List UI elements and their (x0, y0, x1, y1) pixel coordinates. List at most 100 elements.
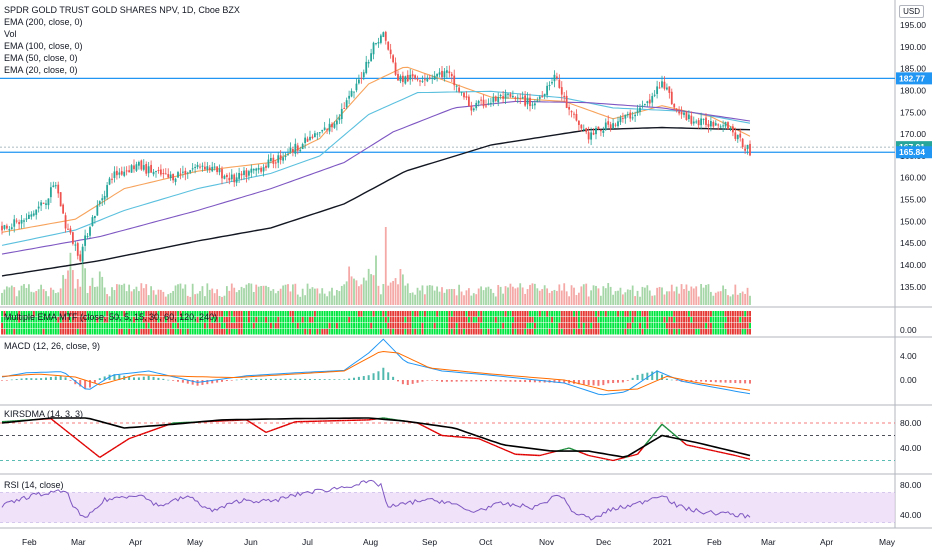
candle-body (284, 155, 287, 157)
mema-cell (113, 329, 116, 335)
volume-bar (467, 288, 470, 305)
mema-cell (736, 329, 739, 335)
kirsdma-fast-segment (620, 457, 624, 460)
mema-cell (467, 311, 470, 317)
mema-cell (221, 317, 223, 323)
mema-cell (98, 329, 101, 335)
candle-body (639, 107, 641, 112)
mema-cell (221, 329, 223, 335)
volume-bar (629, 289, 632, 305)
volume-bar (340, 285, 343, 305)
mema-cell (252, 311, 255, 317)
candle-body (502, 96, 505, 99)
volume-bar (538, 290, 541, 305)
mema-cell (597, 329, 600, 335)
mema-cell (289, 317, 292, 323)
macd-histogram-bar (35, 378, 38, 380)
mema-cell (27, 329, 30, 335)
mema-cell (411, 311, 414, 317)
mema-cell (548, 311, 551, 317)
candle-body (18, 222, 21, 225)
kirsdma-fast-segment (82, 443, 86, 447)
mema-cell (705, 317, 707, 323)
mema-cell (700, 311, 703, 317)
volume-bar (548, 292, 551, 305)
macd-histogram-bar (406, 380, 409, 385)
volume-bar (269, 290, 272, 305)
volume-bar (387, 285, 390, 305)
candle-body (467, 96, 470, 107)
mema-cell (357, 329, 360, 335)
candle-body (69, 228, 72, 233)
mema-cell (194, 317, 197, 323)
volume-bar (159, 289, 162, 305)
mema-cell (438, 317, 441, 323)
mema-cell (311, 323, 314, 329)
mema-cell (514, 311, 517, 317)
mema-cell (37, 317, 40, 323)
mema-cell (399, 323, 402, 329)
mema-cell (433, 329, 436, 335)
mema-cell (719, 317, 722, 323)
mema-cell (687, 323, 690, 329)
macd-histogram-bar (177, 380, 179, 382)
mema-cell (411, 323, 414, 329)
volume-bar (377, 285, 380, 305)
candle-body (524, 95, 527, 106)
mema-cell (191, 323, 194, 329)
mema-cell (18, 317, 21, 323)
mema-cell (643, 311, 646, 317)
mema-cell (186, 329, 189, 335)
time-tick-label: Mar (71, 537, 86, 547)
kirsdma-fast-segment (722, 452, 726, 455)
mema-cell (353, 329, 355, 335)
volume-bar (252, 291, 255, 305)
mema-cell (40, 323, 43, 329)
mema-cell (731, 323, 734, 329)
mema-cell (722, 323, 725, 329)
candle-body (602, 130, 605, 133)
mema-cell (296, 311, 299, 317)
macd-histogram-bar (641, 373, 644, 380)
volume-bar (289, 291, 292, 305)
candle-body (394, 62, 397, 75)
mema-cell (294, 311, 297, 317)
volume-bar (551, 290, 553, 305)
mema-cell (230, 311, 233, 317)
volume-bar (639, 296, 641, 305)
kirsdma-fast-segment (143, 431, 147, 435)
mema-cell (189, 317, 192, 323)
kirsdma-fast-segment (270, 429, 274, 432)
volume-bar (533, 283, 536, 305)
mema-cell (59, 323, 62, 329)
mema-cell (284, 311, 287, 317)
mema-cell (326, 329, 329, 335)
volume-bar (663, 294, 666, 305)
mema-cell (274, 329, 277, 335)
kirsdma-fast-segment (255, 425, 260, 429)
volume-bar (42, 289, 45, 305)
mema-cell (707, 317, 710, 323)
mema-cell (304, 317, 307, 323)
mema-cell (541, 311, 544, 317)
macd-histogram-bar (607, 380, 610, 384)
overlay-ema100: EMA (100, close, 0) (4, 41, 83, 51)
mema-cell (49, 311, 52, 317)
volume-bar (470, 295, 473, 305)
mema-cell (722, 317, 725, 323)
mema-cell (519, 317, 522, 323)
mema-cell (35, 317, 38, 323)
mema-cell (233, 323, 236, 329)
mema-cell (690, 323, 693, 329)
mema-cell (115, 329, 118, 335)
macd-histogram-bar (602, 380, 605, 386)
mema-cell (45, 317, 47, 323)
mema-cell (199, 311, 201, 317)
mema-cell (245, 317, 248, 323)
mema-cell (142, 329, 145, 335)
kirsdma-fast-segment (258, 427, 262, 430)
currency-button[interactable]: USD (899, 5, 924, 18)
mema-cell (360, 323, 363, 329)
volume-bar (546, 288, 549, 305)
